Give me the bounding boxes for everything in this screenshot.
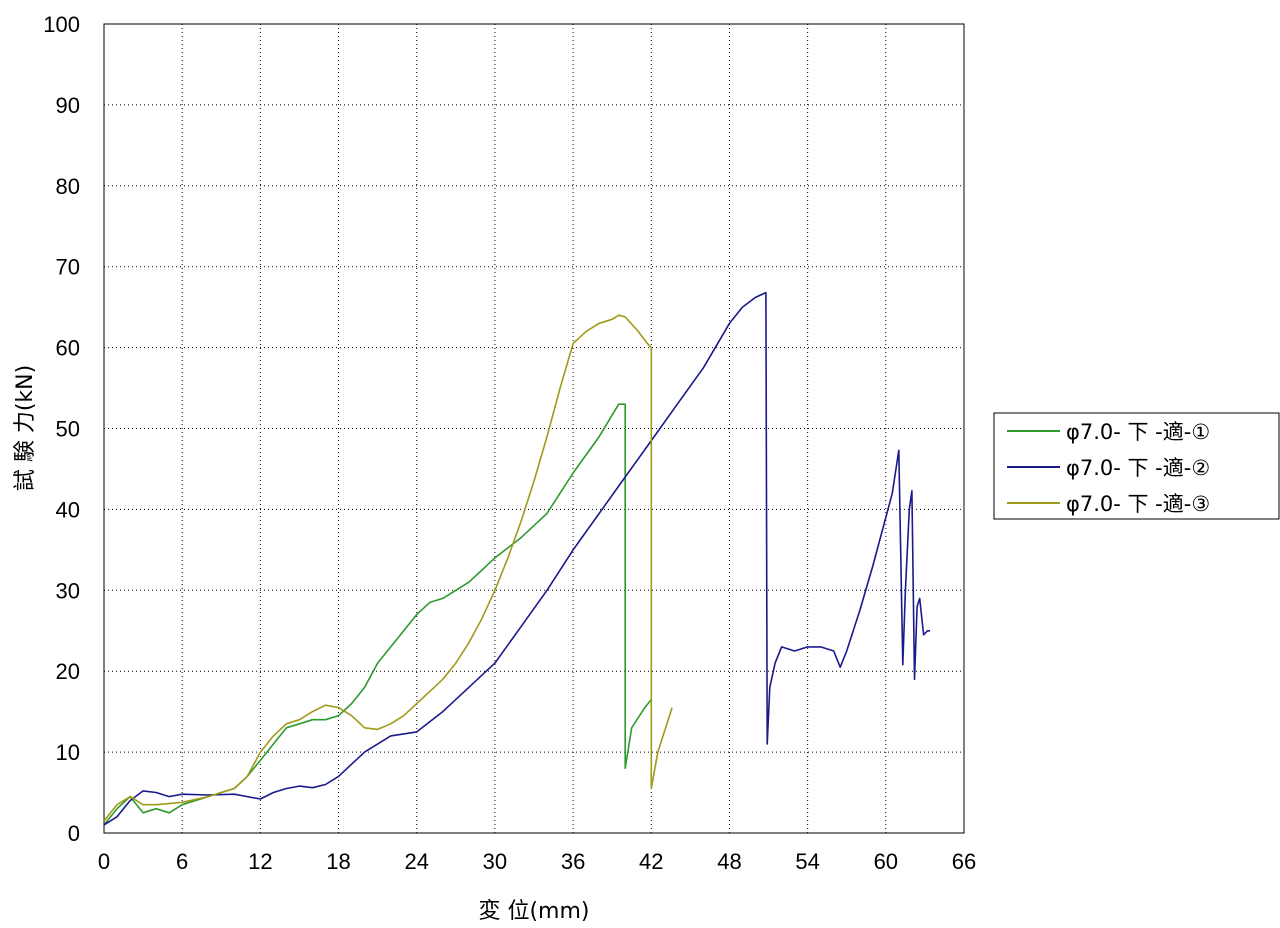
y-tick-label: 70 [56, 255, 80, 280]
y-tick-label: 30 [56, 578, 80, 603]
x-tick-label: 0 [98, 849, 110, 874]
series-line-3 [103, 314, 673, 822]
x-tick-label: 54 [795, 849, 819, 874]
y-tick-label: 40 [56, 497, 80, 522]
x-tick-label: 42 [639, 849, 663, 874]
x-tick-label: 48 [717, 849, 741, 874]
x-tick-label: 36 [561, 849, 585, 874]
legend: φ7.0- 下 -適-① φ7.0- 下 -適-② φ7.0- 下 -適-③ [993, 412, 1280, 520]
legend-label-1: φ7.0- 下 -適-① [1066, 420, 1210, 444]
x-tick-label: 6 [176, 849, 188, 874]
x-tick-label: 30 [483, 849, 507, 874]
plot-area-frame [103, 23, 965, 834]
y-tick-label: 0 [68, 821, 80, 846]
y-tick-label: 10 [56, 740, 80, 765]
x-tick-label: 66 [952, 849, 976, 874]
x-tick-label: 12 [248, 849, 272, 874]
x-tick-label: 24 [404, 849, 428, 874]
series-line-2 [103, 291, 931, 826]
legend-label-3: φ7.0- 下 -適-③ [1066, 492, 1210, 516]
y-tick-label: 50 [56, 417, 80, 442]
series-line-1 [103, 403, 652, 826]
grid [104, 24, 964, 833]
y-tick-label: 80 [56, 174, 80, 199]
y-axis-label: 試 験 力(kN) [13, 365, 38, 491]
tick-labels: 0 6 12 18 24 30 36 42 48 54 60 66 0 10 20 30 40 50 60 70 80 9… [43, 12, 976, 874]
y-tick-label: 100 [43, 12, 80, 37]
y-tick-label: 60 [56, 336, 80, 361]
x-tick-label: 60 [874, 849, 898, 874]
y-tick-label: 20 [56, 659, 80, 684]
x-axis-label: 変 位(mm) [478, 899, 589, 924]
y-tick-label: 90 [56, 93, 80, 118]
series-group [103, 291, 931, 826]
x-tick-label: 18 [326, 849, 350, 874]
legend-label-2: φ7.0- 下 -適-② [1066, 456, 1210, 480]
